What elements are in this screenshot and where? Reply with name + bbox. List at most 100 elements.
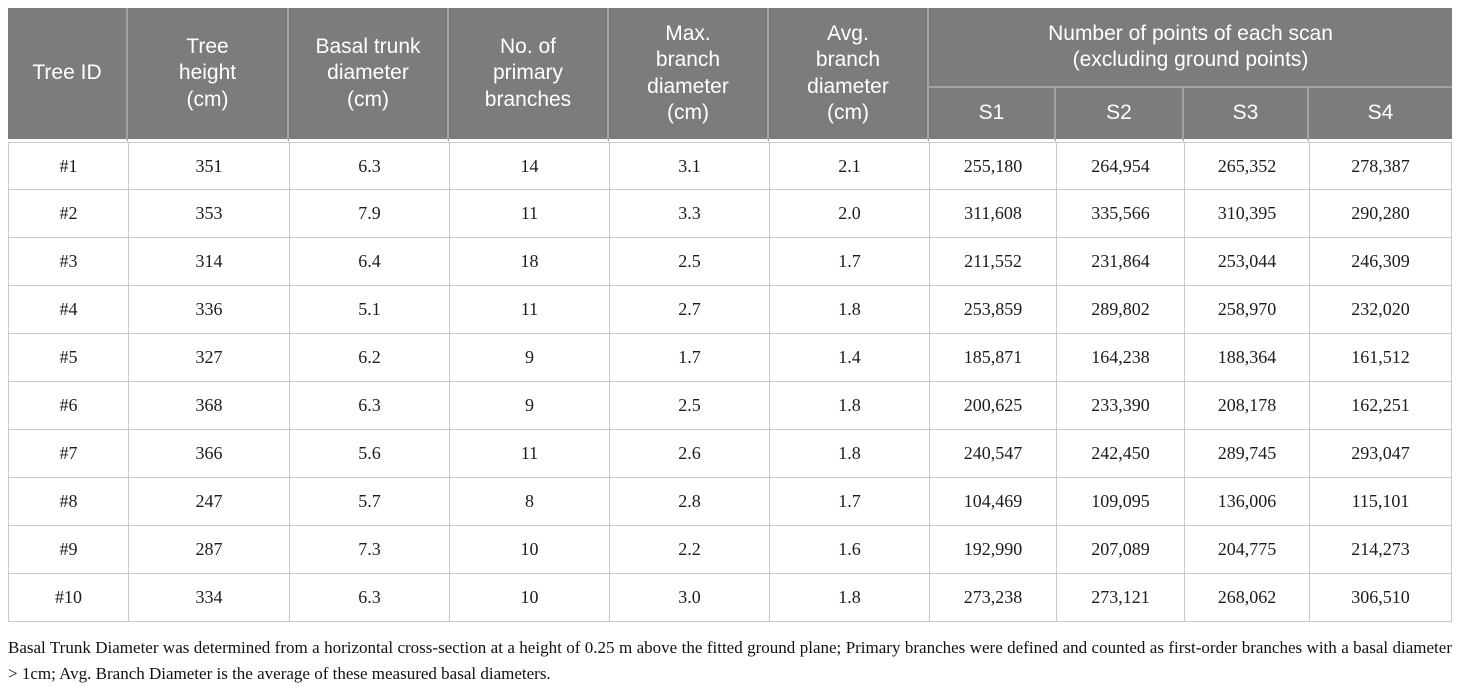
cell-s4: 214,273 — [1309, 526, 1453, 574]
cell-primary_branches: 9 — [449, 334, 609, 382]
cell-s1: 211,552 — [929, 238, 1056, 286]
cell-s1: 192,990 — [929, 526, 1056, 574]
cell-s3: 204,775 — [1184, 526, 1309, 574]
header-row-main: Tree ID Tree height (cm) Basal trunk dia… — [8, 8, 1453, 142]
cell-basal_trunk_diameter_cm: 7.3 — [289, 526, 449, 574]
cell-s4: 115,101 — [1309, 478, 1453, 526]
table-row: #5 327 6.2 9 1.7 1.4 185,871 164,238 188,364 161,… — [8, 334, 1453, 382]
table-footnote: Basal Trunk Diameter was determined from… — [8, 638, 1452, 683]
cell-s1: 311,608 — [929, 190, 1056, 238]
cell-s1: 255,180 — [929, 142, 1056, 190]
header-s1: S1 — [929, 88, 1056, 142]
cell-tree_id: #3 — [8, 238, 128, 286]
cell-basal_trunk_diameter_cm: 6.4 — [289, 238, 449, 286]
header-s4: S4 — [1309, 88, 1453, 142]
cell-s2: 233,390 — [1056, 382, 1184, 430]
cell-s3: 258,970 — [1184, 286, 1309, 334]
cell-avg_branch_diameter_cm: 1.6 — [769, 526, 929, 574]
cell-primary_branches: 10 — [449, 574, 609, 622]
cell-s1: 104,469 — [929, 478, 1056, 526]
header-tree-id: Tree ID — [8, 8, 128, 142]
cell-s2: 335,566 — [1056, 190, 1184, 238]
cell-s1: 185,871 — [929, 334, 1056, 382]
cell-avg_branch_diameter_cm: 1.8 — [769, 382, 929, 430]
cell-s4: 246,309 — [1309, 238, 1453, 286]
cell-basal_trunk_diameter_cm: 5.7 — [289, 478, 449, 526]
cell-s2: 289,802 — [1056, 286, 1184, 334]
cell-tree_id: #5 — [8, 334, 128, 382]
cell-tree_id: #8 — [8, 478, 128, 526]
cell-max_branch_diameter_cm: 2.6 — [609, 430, 769, 478]
header-row-scans: S1 S2 S3 S4 — [8, 88, 1453, 142]
table-body: #1 351 6.3 14 3.1 2.1 255,180 264,954 265,352 278… — [8, 142, 1453, 622]
cell-tree_height_cm: 336 — [128, 286, 289, 334]
cell-basal_trunk_diameter_cm: 6.3 — [289, 382, 449, 430]
table-row: #1 351 6.3 14 3.1 2.1 255,180 264,954 265,352 278… — [8, 142, 1453, 190]
cell-avg_branch_diameter_cm: 1.8 — [769, 430, 929, 478]
cell-primary_branches: 10 — [449, 526, 609, 574]
cell-s3: 310,395 — [1184, 190, 1309, 238]
cell-avg_branch_diameter_cm: 2.0 — [769, 190, 929, 238]
cell-s2: 264,954 — [1056, 142, 1184, 190]
cell-avg_branch_diameter_cm: 2.1 — [769, 142, 929, 190]
cell-tree_height_cm: 366 — [128, 430, 289, 478]
header-basal-trunk-diameter: Basal trunk diameter (cm) — [289, 8, 449, 142]
cell-s4: 306,510 — [1309, 574, 1453, 622]
header-tree-height: Tree height (cm) — [128, 8, 289, 142]
header-primary-branches: No. of primary branches — [449, 8, 609, 142]
cell-s1: 273,238 — [929, 574, 1056, 622]
cell-s1: 200,625 — [929, 382, 1056, 430]
cell-tree_id: #2 — [8, 190, 128, 238]
cell-tree_height_cm: 287 — [128, 526, 289, 574]
cell-avg_branch_diameter_cm: 1.8 — [769, 574, 929, 622]
header-max-branch-diameter: Max. branch diameter (cm) — [609, 8, 769, 142]
cell-tree_id: #6 — [8, 382, 128, 430]
table-row: #10 334 6.3 10 3.0 1.8 273,238 273,121 268,062 30… — [8, 574, 1453, 622]
cell-max_branch_diameter_cm: 1.7 — [609, 334, 769, 382]
cell-s2: 242,450 — [1056, 430, 1184, 478]
cell-s3: 188,364 — [1184, 334, 1309, 382]
cell-tree_height_cm: 327 — [128, 334, 289, 382]
header-s3: S3 — [1184, 88, 1309, 142]
cell-basal_trunk_diameter_cm: 5.1 — [289, 286, 449, 334]
cell-max_branch_diameter_cm: 2.8 — [609, 478, 769, 526]
header-avg-branch-diameter: Avg. branch diameter (cm) — [769, 8, 929, 142]
cell-avg_branch_diameter_cm: 1.7 — [769, 478, 929, 526]
cell-tree_id: #10 — [8, 574, 128, 622]
cell-s1: 253,859 — [929, 286, 1056, 334]
cell-primary_branches: 11 — [449, 286, 609, 334]
cell-s2: 109,095 — [1056, 478, 1184, 526]
cell-s2: 207,089 — [1056, 526, 1184, 574]
table-header: Tree ID Tree height (cm) Basal trunk dia… — [8, 8, 1453, 142]
header-scan-group: Number of points of each scan (excluding… — [929, 8, 1453, 88]
table-row: #9 287 7.3 10 2.2 1.6 192,990 207,089 204,775 214… — [8, 526, 1453, 574]
cell-s3: 265,352 — [1184, 142, 1309, 190]
cell-tree_id: #9 — [8, 526, 128, 574]
cell-basal_trunk_diameter_cm: 6.2 — [289, 334, 449, 382]
cell-s2: 273,121 — [1056, 574, 1184, 622]
cell-tree_height_cm: 368 — [128, 382, 289, 430]
cell-avg_branch_diameter_cm: 1.7 — [769, 238, 929, 286]
cell-s2: 164,238 — [1056, 334, 1184, 382]
cell-tree_height_cm: 247 — [128, 478, 289, 526]
cell-tree_id: #7 — [8, 430, 128, 478]
cell-primary_branches: 8 — [449, 478, 609, 526]
cell-avg_branch_diameter_cm: 1.8 — [769, 286, 929, 334]
cell-max_branch_diameter_cm: 2.5 — [609, 382, 769, 430]
cell-basal_trunk_diameter_cm: 6.3 — [289, 574, 449, 622]
table-row: #7 366 5.6 11 2.6 1.8 240,547 242,450 289,745 293… — [8, 430, 1453, 478]
cell-primary_branches: 18 — [449, 238, 609, 286]
cell-tree_id: #4 — [8, 286, 128, 334]
cell-max_branch_diameter_cm: 3.3 — [609, 190, 769, 238]
cell-max_branch_diameter_cm: 2.2 — [609, 526, 769, 574]
cell-s4: 161,512 — [1309, 334, 1453, 382]
cell-s3: 136,006 — [1184, 478, 1309, 526]
cell-basal_trunk_diameter_cm: 7.9 — [289, 190, 449, 238]
cell-basal_trunk_diameter_cm: 6.3 — [289, 142, 449, 190]
table-row: #8 247 5.7 8 2.8 1.7 104,469 109,095 136,006 115,… — [8, 478, 1453, 526]
cell-tree_height_cm: 353 — [128, 190, 289, 238]
table-row: #4 336 5.1 11 2.7 1.8 253,859 289,802 258,970 232… — [8, 286, 1453, 334]
table-row: #6 368 6.3 9 2.5 1.8 200,625 233,390 208,178 162,… — [8, 382, 1453, 430]
cell-s4: 278,387 — [1309, 142, 1453, 190]
